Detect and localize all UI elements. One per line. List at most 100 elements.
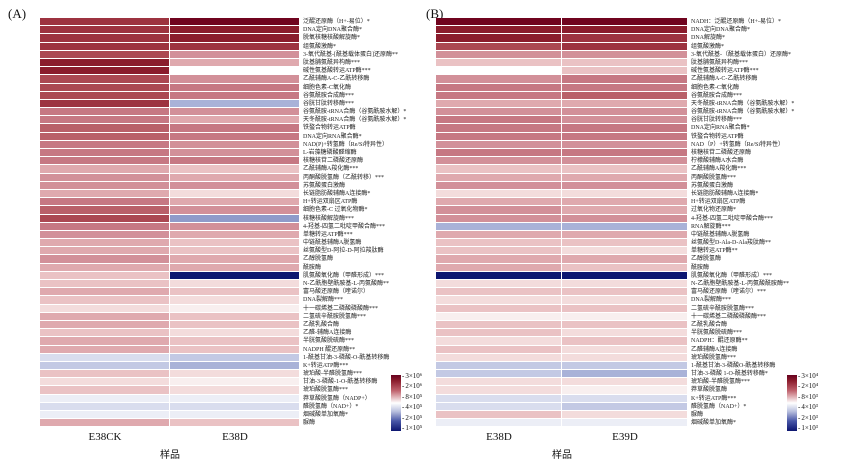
heatmap-cell bbox=[170, 271, 300, 280]
heatmap-cell bbox=[170, 206, 300, 215]
enzyme-row-label: NAD（P）+转氢酶（Re/Si特异性） bbox=[691, 141, 785, 148]
heatmap-cell bbox=[170, 26, 300, 35]
heatmap-cell bbox=[562, 206, 688, 215]
heatmap-cell bbox=[436, 189, 562, 199]
heatmap-cell bbox=[562, 26, 688, 35]
enzyme-row-label: 苏氨酸蛋白激酶 bbox=[303, 182, 346, 189]
enzyme-row-label: 4-羟基-四氢二吡啶甲酸合酶*** bbox=[691, 215, 773, 222]
enzyme-row-label: 半胱氨酸脱硫酶*** bbox=[303, 338, 355, 345]
enzyme-row-label: NADPH：醌还原酶** bbox=[691, 338, 748, 345]
heatmap-cell bbox=[170, 304, 300, 313]
heatmap-row: DNA裂解酶*** bbox=[436, 296, 848, 305]
enzyme-row-label: 丝氨酸型D-阿拉-D-阿拉羧肽酶 bbox=[303, 248, 384, 255]
enzyme-row-label: 核糖核苷二磷酸还原酶 bbox=[303, 158, 364, 165]
heatmap-cell bbox=[170, 402, 300, 411]
enzyme-row-label: 3-氧代酰基-（酰基载体蛋白）还原酶* bbox=[691, 51, 791, 58]
heatmap-cell bbox=[436, 296, 562, 305]
heatmap-row: 二氢硫辛酰胺脱氢酶*** bbox=[40, 312, 424, 321]
heatmap-cell bbox=[170, 58, 300, 68]
heatmap-row: RNA解旋酶*** bbox=[436, 222, 848, 231]
enzyme-row-label: H+转运双扇区ATP酶 bbox=[303, 199, 358, 206]
enzyme-row-label: 组氨酸激酶* bbox=[303, 43, 337, 50]
enzyme-row-label: 长链脂肪酸辅酶A连接酶* bbox=[691, 190, 759, 197]
enzyme-row-label: 醛脱氢酶（NAD+）* bbox=[691, 403, 747, 410]
heatmap-row: 乙酰辅酶A-C-乙酰转移酶 bbox=[40, 75, 424, 84]
colorbar-tick-label: 1×10⁵ bbox=[402, 424, 422, 432]
xaxis-label-b: 样品 bbox=[552, 450, 572, 461]
enzyme-row-label: 十一碳烯基二磷酸磷酸酶*** bbox=[303, 305, 379, 312]
heatmap-cell bbox=[40, 312, 170, 321]
heatmap-cell bbox=[40, 345, 170, 354]
heatmap-row: 二氢硫辛酰胺脱氢酶*** bbox=[436, 304, 848, 313]
heatmap-row: 肽基脯氨酰异构酶*** bbox=[40, 58, 424, 68]
heatmap-row: 细胞色素-C氧化酶 bbox=[40, 83, 424, 92]
heatmap-cell bbox=[436, 206, 562, 215]
heatmap-cell bbox=[436, 337, 562, 346]
enzyme-row-label: 乙酰辅酶A-C-乙酰转移酶 bbox=[691, 76, 758, 83]
enzyme-row-label: 中链酰基辅酶A脱氢酶 bbox=[303, 240, 362, 247]
heatmap-cell bbox=[40, 263, 170, 272]
heatmap-cell bbox=[170, 165, 300, 174]
heatmap-row: 1-酰基甘油-3-磷酸O-酰基转移酶 bbox=[436, 361, 848, 371]
heatmap-row: 苏氨酸蛋白激酶 bbox=[40, 181, 424, 190]
heatmap-cell bbox=[562, 34, 688, 43]
heatmap-cell bbox=[170, 280, 300, 289]
heatmap-cell bbox=[40, 149, 170, 158]
heatmap-cell bbox=[40, 394, 170, 403]
enzyme-row-label: N-乙酰胞壁酰胺基-L-丙氨酸酶** bbox=[303, 281, 389, 287]
heatmap-cell bbox=[562, 124, 688, 133]
heatmap-cell bbox=[562, 230, 688, 240]
heatmap-cell bbox=[562, 353, 688, 362]
enzyme-row-label: 组氨酸激酶* bbox=[691, 43, 725, 50]
heatmap-cell bbox=[562, 189, 688, 199]
enzyme-row-label: DNA定向RNA聚合酶* bbox=[691, 125, 750, 132]
heatmap-cell bbox=[436, 312, 562, 321]
enzyme-row-label: NADPH 醌还原酶** bbox=[303, 346, 356, 353]
heatmap-row: 肌氨酸氧化酶（甲醛形成）*** bbox=[40, 271, 424, 280]
enzyme-row-label: 1-酰基甘油-3-磷酸O-酰基转移酶 bbox=[691, 362, 776, 369]
enzyme-row-label: 脲酶 bbox=[303, 420, 316, 427]
heatmap-cell bbox=[40, 181, 170, 190]
heatmap-row: 乙酰辅酶A-C-乙酰转移酶 bbox=[436, 75, 848, 84]
heatmap-cell bbox=[170, 173, 300, 182]
enzyme-row-label: DNA定向DNA聚合酶* bbox=[303, 27, 362, 34]
heatmap-cell bbox=[40, 157, 170, 166]
colorbar-a-ticks: 3×10⁶ 2×10⁶ 8×10⁵ 4×10⁵ 2×10⁵ 1×10⁵ bbox=[402, 372, 422, 432]
heatmap-cell bbox=[436, 230, 562, 240]
heatmap-cell bbox=[40, 173, 170, 182]
heatmap-cell bbox=[436, 58, 562, 68]
enzyme-row-label: 琥珀酸-半醛脱氢酶*** bbox=[691, 379, 750, 386]
heatmap-row: 3-氧代酰基-（酰基载体蛋白）还原酶* bbox=[436, 50, 848, 59]
heatmap-row: 琥珀酸脱氢酶*** bbox=[40, 386, 424, 395]
heatmap-cell bbox=[40, 116, 170, 125]
heatmap-row: 富马酸还原酶（喹诺尔）*** bbox=[436, 288, 848, 297]
heatmap-cell bbox=[562, 116, 688, 125]
colorbar-tick-label: 2×10³ bbox=[798, 414, 818, 422]
enzyme-row-label: 肽基脯氨酰异构酶*** bbox=[303, 59, 361, 66]
enzyme-row-label: 乙醇脱氢酶 bbox=[691, 256, 722, 263]
heatmap-cell bbox=[40, 411, 170, 420]
sample-label-a1: E38CK bbox=[88, 431, 122, 443]
enzyme-row-label: 肽基脯氨酰异构酶*** bbox=[691, 59, 749, 66]
heatmap-cell bbox=[40, 280, 170, 289]
heatmap-row: 莽草酸脱氢酶 bbox=[436, 386, 848, 395]
heatmap-cell bbox=[170, 99, 300, 109]
heatmap-row: 谷胱甘肽转移酶*** bbox=[436, 116, 848, 125]
heatmap-cell bbox=[436, 345, 562, 354]
heatmap-cell bbox=[436, 108, 562, 117]
heatmap-row: NADPH：醌还原酶** bbox=[436, 337, 848, 346]
enzyme-row-label: 丙酮酸脱氢酶*** bbox=[691, 174, 737, 181]
heatmap-row: 长链脂肪酸辅酶A连接酶* bbox=[436, 189, 848, 199]
heatmap-cell bbox=[170, 157, 300, 166]
heatmap-panel-b: NADH：泛醌还原酶（H+-易位）* DNA定向DNA聚合酶* DNA解旋酶* 组氨酸… bbox=[436, 18, 848, 428]
colorbar-tick-label: 3×10⁶ bbox=[402, 372, 422, 380]
sample-label-b1: E38D bbox=[486, 431, 512, 443]
heatmap-cell bbox=[436, 18, 562, 27]
heatmap-cell bbox=[170, 378, 300, 387]
heatmap-cell bbox=[170, 75, 300, 84]
heatmap-row: 中链酰基辅酶A脱氢酶 bbox=[40, 239, 424, 248]
enzyme-row-label: 乙酰乳酸合酶 bbox=[691, 321, 728, 328]
heatmap-row: 天冬酰胺-tRNA合酶（谷氨酰胺水解）* bbox=[40, 116, 424, 125]
heatmap-cell bbox=[436, 394, 562, 403]
enzyme-row-label: 乙醇脱氢酶 bbox=[303, 256, 334, 263]
